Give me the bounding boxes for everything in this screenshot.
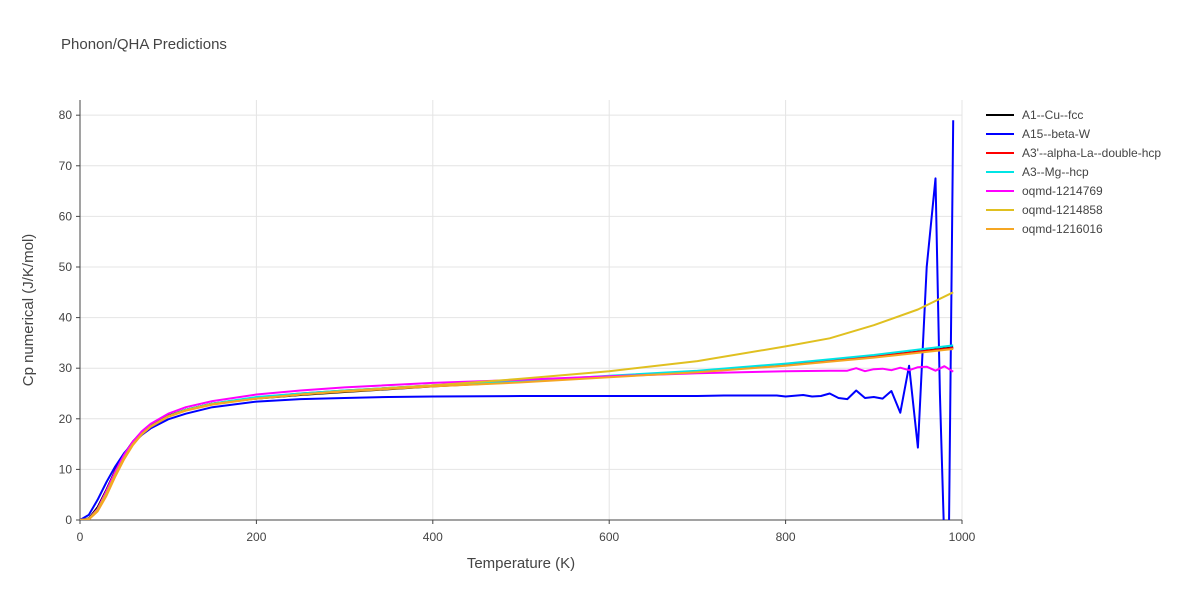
- y-tick-label: 10: [59, 462, 73, 476]
- legend-swatch: [986, 113, 1014, 116]
- x-axis-label: Temperature (K): [467, 555, 575, 572]
- y-axis-label: Cp numerical (J/K/mol): [20, 234, 37, 387]
- y-axis: 0 10 20 30 40 50 60 70 80: [59, 100, 81, 527]
- series-line-4: [80, 365, 954, 520]
- y-tick-label: 80: [59, 108, 73, 122]
- legend-label: A15--beta-W: [1022, 126, 1091, 141]
- series-line-2: [80, 347, 954, 520]
- legend-label: A3'--alpha-La--double-hcp: [1022, 145, 1162, 160]
- legend-swatch: [986, 227, 1014, 230]
- legend-label: oqmd-1214858: [1022, 202, 1103, 217]
- legend-item[interactable]: A3--Mg--hcp: [986, 162, 1161, 181]
- x-axis: 0 200 400 600 800 1000: [77, 519, 976, 544]
- legend-item[interactable]: A15--beta-W: [986, 124, 1161, 143]
- legend-swatch: [986, 132, 1014, 135]
- legend-label: A3--Mg--hcp: [1022, 164, 1089, 179]
- legend-label: oqmd-1214769: [1022, 183, 1103, 198]
- x-tick-label: 800: [776, 530, 796, 544]
- series-line-5: [80, 291, 954, 520]
- x-tick-label: 400: [423, 530, 443, 544]
- x-tick-label: 600: [599, 530, 619, 544]
- legend-swatch: [986, 170, 1014, 173]
- legend-swatch: [986, 189, 1014, 192]
- series-line-1: [80, 120, 955, 520]
- legend: A1--Cu--fcc A15--beta-W A3'--alpha-La--dou…: [986, 105, 1161, 238]
- series-lines: [80, 120, 955, 520]
- y-tick-label: 30: [59, 361, 73, 375]
- legend-swatch: [986, 151, 1014, 154]
- y-tick-label: 0: [65, 513, 72, 527]
- legend-item[interactable]: oqmd-1214858: [986, 200, 1161, 219]
- chart-title: Phonon/QHA Predictions: [61, 36, 227, 53]
- y-tick-label: 20: [59, 412, 73, 426]
- y-tick-label: 40: [59, 311, 73, 325]
- y-tick-label: 50: [59, 260, 73, 274]
- series-line-6: [80, 348, 954, 520]
- legend-item[interactable]: A1--Cu--fcc: [986, 105, 1161, 124]
- grid-lines: [80, 100, 963, 520]
- legend-label: A1--Cu--fcc: [1022, 107, 1084, 122]
- x-tick-label: 200: [246, 530, 266, 544]
- legend-item[interactable]: oqmd-1214769: [986, 181, 1161, 200]
- y-tick-label: 70: [59, 159, 73, 173]
- x-tick-label: 1000: [949, 530, 976, 544]
- legend-item[interactable]: oqmd-1216016: [986, 219, 1161, 238]
- legend-item[interactable]: A3'--alpha-La--double-hcp: [986, 143, 1161, 162]
- series-line-0: [80, 346, 954, 520]
- legend-swatch: [986, 208, 1014, 211]
- x-tick-label: 0: [77, 530, 84, 544]
- y-tick-label: 60: [59, 209, 73, 223]
- legend-label: oqmd-1216016: [1022, 221, 1103, 236]
